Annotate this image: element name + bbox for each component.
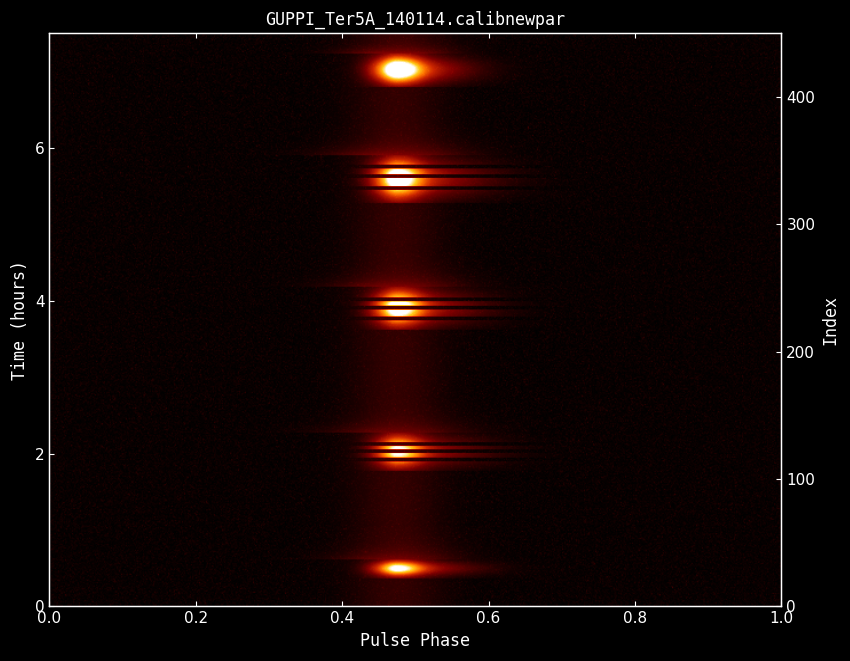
Y-axis label: Index: Index [821,295,839,345]
Y-axis label: Time (hours): Time (hours) [11,260,29,380]
Title: GUPPI_Ter5A_140114.calibnewpar: GUPPI_Ter5A_140114.calibnewpar [265,11,565,29]
X-axis label: Pulse Phase: Pulse Phase [360,632,470,650]
